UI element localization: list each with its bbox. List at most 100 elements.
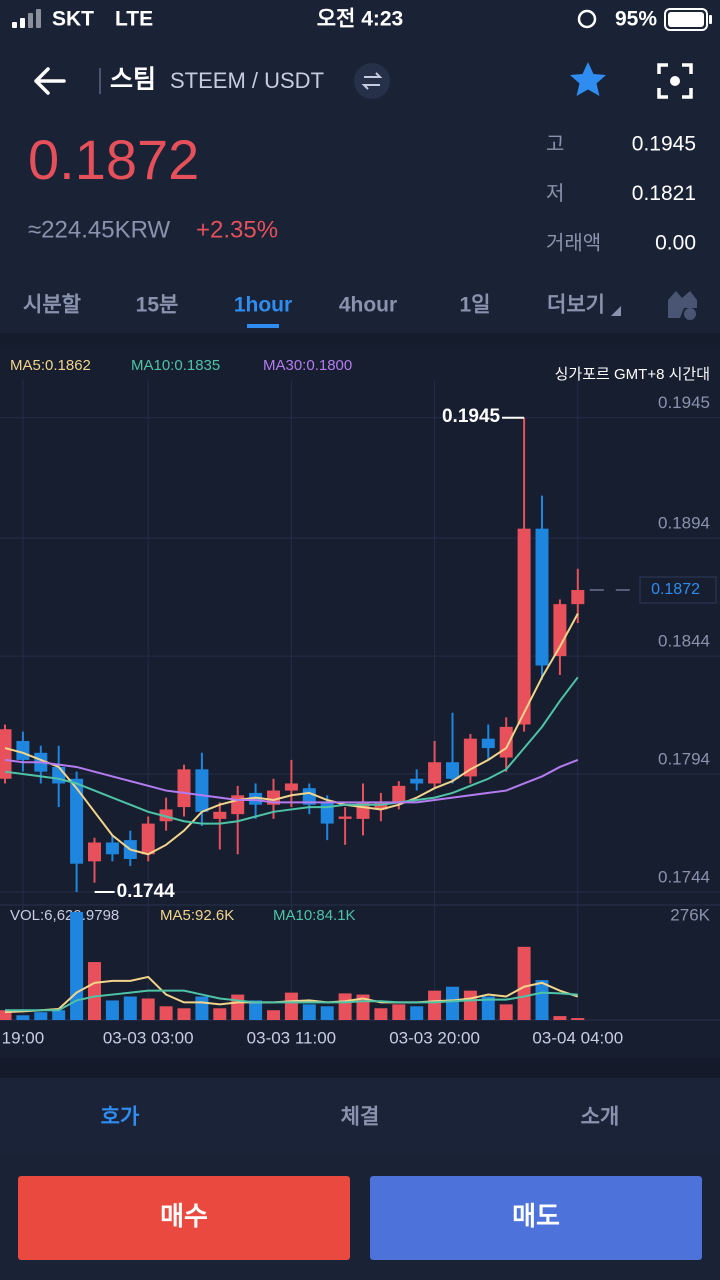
volume-bar: [141, 998, 155, 1020]
ma-line: [5, 989, 578, 1012]
swap-button[interactable]: [354, 63, 390, 99]
volume-bar: [249, 1000, 263, 1020]
buy-button[interactable]: [18, 1176, 350, 1260]
chart-top-band: [0, 333, 720, 349]
volume-bar: [481, 996, 495, 1020]
volume-ma-legend: MA5:92.6K: [160, 907, 234, 924]
interval-tab[interactable]: 1일: [460, 294, 491, 317]
stat-value: 0.1945: [632, 133, 696, 156]
change-percent: +2.35%: [196, 216, 278, 243]
bottom-tabs: 호가 체결 소개: [101, 1106, 620, 1129]
krw-price: ≈224.45KRW: [28, 216, 170, 243]
volume-bar: [463, 990, 477, 1020]
volume-bar: [159, 1006, 173, 1020]
candle-body: [88, 842, 101, 862]
ma-legend: MA5:0.1862: [10, 357, 91, 374]
volume-bar: [70, 912, 84, 1020]
sell-label[interactable]: 매도: [512, 1201, 560, 1231]
volume-bar: [213, 1008, 227, 1020]
network: LTE: [115, 8, 153, 31]
candle-body: [141, 823, 155, 855]
candle-body: [52, 766, 66, 784]
interval-tab[interactable]: 시분할: [23, 294, 81, 317]
volume-bar: [320, 1006, 334, 1020]
battery-percent: 95%: [615, 8, 657, 31]
ma-legend: MA10:0.1835: [131, 357, 220, 374]
volume-bar: [284, 992, 298, 1020]
candle-body: [302, 788, 316, 805]
interval-tab[interactable]: 더보기: [547, 294, 605, 317]
candle-body: [517, 528, 531, 725]
bottom-tab[interactable]: 소개: [581, 1106, 620, 1129]
chart-settings-icon[interactable]: [668, 291, 697, 320]
y-tick-label: 0.1744: [658, 868, 710, 887]
bottom-tab[interactable]: 체결: [341, 1106, 380, 1129]
last-price-label: 0.1872: [651, 581, 700, 598]
candle-body: [571, 590, 585, 605]
volume-bar: [195, 996, 209, 1020]
volume-bar: [0, 1010, 12, 1020]
spacer: [0, 1058, 720, 1078]
candle-body: [249, 792, 263, 805]
x-tick-label: 03-03 11:00: [247, 1028, 336, 1047]
volume-bar: [338, 993, 352, 1020]
volume-ma-legend: MA10:84.1K: [273, 907, 356, 924]
volume-bar: [428, 990, 442, 1020]
bottom-tab-bar: [0, 1078, 720, 1158]
ma-legend: MA30:0.1800: [263, 357, 352, 374]
candle-body: [213, 811, 227, 819]
interval-tabs: 시분할 15분 1hour 4hour 1일 더보기: [23, 294, 621, 328]
volume-bar: [446, 986, 459, 1020]
interval-tab[interactable]: 15분: [136, 294, 179, 317]
volume-bar: [535, 980, 549, 1020]
buy-label[interactable]: 매수: [160, 1201, 208, 1231]
candle-body: [0, 729, 12, 779]
volume-bar: [267, 1010, 280, 1020]
favorite-star[interactable]: [570, 62, 606, 96]
candle-body: [410, 778, 424, 784]
candle-body: [499, 726, 513, 758]
candle-body: [70, 778, 84, 864]
dropdown-caret: [611, 306, 621, 316]
candle-body: [231, 795, 245, 815]
sell-button[interactable]: [370, 1176, 702, 1260]
candle-body: [446, 762, 459, 779]
y-tick-label: 0.1945: [658, 393, 710, 412]
timezone-note: 싱가포르 GMT+8 시간대: [555, 366, 710, 383]
x-tick-label: 03-04 04:00: [532, 1028, 623, 1047]
candle-body: [374, 802, 388, 810]
y-tick-label: 0.1894: [658, 514, 710, 533]
x-tick-label: 19:00: [2, 1028, 45, 1047]
bottom-tab[interactable]: 호가: [101, 1106, 140, 1129]
candle-body: [177, 769, 191, 808]
candle-body: [105, 842, 119, 855]
stat-label: 거래액: [546, 231, 601, 254]
chart: 19:00 03-03 03:00 03-03 11:00 03-03 20:00 03…: [0, 357, 720, 1047]
pair-name[interactable]: STEEM / USDT: [170, 68, 324, 93]
volume-bar: [302, 1004, 316, 1020]
battery-icon: [664, 8, 712, 31]
ma-line: [4, 758, 579, 804]
x-tick-label: 03-03 03:00: [103, 1028, 194, 1047]
max-label: 0.1945: [442, 406, 501, 427]
chart-background: [0, 349, 720, 1058]
y-tick-label: 0.1794: [658, 750, 710, 769]
volume-bar: [123, 996, 137, 1020]
lock-icon: [577, 9, 597, 29]
last-price: 0.1872: [28, 128, 199, 191]
volume-bar: [231, 994, 245, 1020]
volume-bar: [105, 1000, 119, 1020]
interval-tab[interactable]: 1hour: [234, 294, 292, 317]
volume-tick-label: 276K: [670, 905, 710, 924]
volume-bar: [52, 1010, 66, 1020]
active-underline: [247, 324, 279, 328]
volume-bar: [88, 962, 101, 1020]
volume-title: VOL:6,629.9798: [10, 907, 119, 924]
candle-body: [338, 816, 352, 819]
stat-label: 고: [546, 133, 564, 155]
interval-tab[interactable]: 4hour: [339, 294, 397, 317]
scan-button[interactable]: [657, 63, 693, 99]
back-button[interactable]: [34, 67, 66, 95]
